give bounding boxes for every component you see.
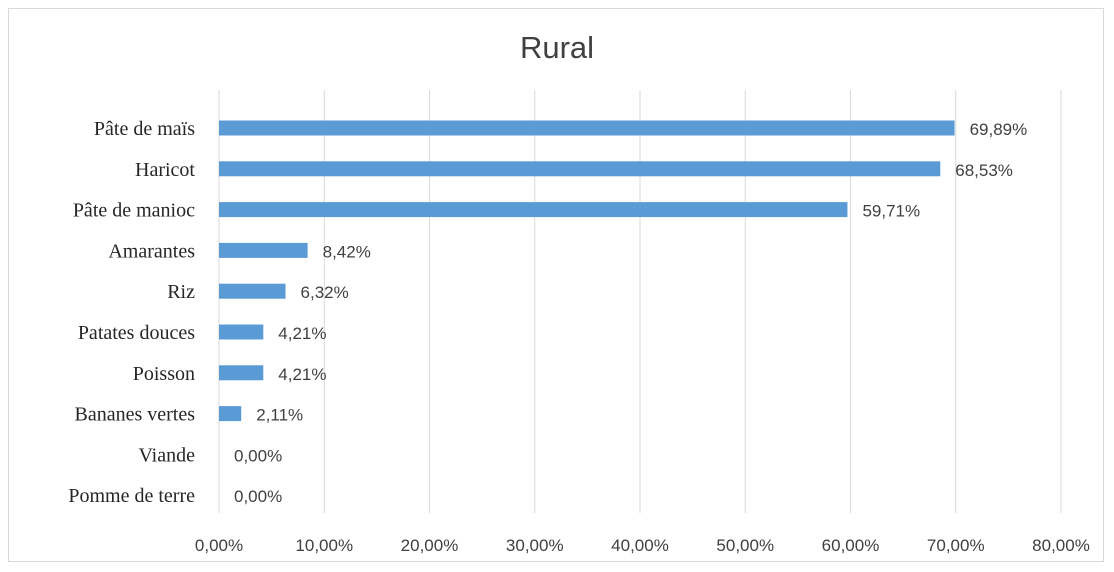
value-label: 6,32% [301, 283, 349, 302]
category-label: Pomme de terre [68, 485, 195, 507]
value-label: 4,21% [278, 365, 326, 384]
bar [219, 324, 264, 340]
x-tick-label: 10,00% [295, 536, 353, 555]
bar [219, 242, 308, 258]
value-label: 8,42% [323, 242, 371, 261]
x-tick-label: 20,00% [401, 536, 459, 555]
bar [219, 202, 848, 218]
category-label: Riz [167, 281, 195, 303]
x-axis-tick-labels: 0,00% 10,00% 20,00% 30,00% 40,00% 50,00% 60,00… [195, 536, 1090, 555]
x-tick-label: 40,00% [611, 536, 669, 555]
x-tick-label: 30,00% [506, 536, 564, 555]
category-labels: Pâte de maïs Haricot Pâte de manioc Amarant… [68, 118, 195, 507]
value-label: 4,21% [278, 324, 326, 343]
chart-frame [8, 8, 1104, 562]
gridlines [218, 90, 1062, 513]
bar [219, 365, 264, 381]
bars [219, 120, 955, 422]
category-label: Pâte de manioc [73, 200, 195, 222]
category-label: Haricot [135, 159, 195, 181]
category-label: Amarantes [108, 240, 195, 262]
x-tick-label: 70,00% [927, 536, 985, 555]
x-tick-label: 60,00% [822, 536, 880, 555]
value-label: 0,00% [234, 446, 282, 465]
bar [219, 120, 955, 136]
value-label: 59,71% [862, 202, 920, 221]
value-label: 68,53% [955, 161, 1013, 180]
category-label: Patates douces [78, 322, 195, 344]
value-labels: 69,89% 68,53% 59,71% 8,42% 6,32% 4,21% 4,21% 2,… [234, 120, 1027, 506]
x-tick-label: 80,00% [1032, 536, 1090, 555]
bar [219, 283, 286, 299]
value-label: 69,89% [970, 120, 1028, 139]
category-label: Bananes vertes [74, 404, 195, 426]
value-label: 0,00% [234, 487, 282, 506]
x-tick-label: 50,00% [716, 536, 774, 555]
category-label: Pâte de maïs [94, 118, 195, 140]
x-tick-label: 0,00% [195, 536, 243, 555]
value-label: 2,11% [256, 406, 303, 425]
category-label: Poisson [133, 363, 195, 385]
chart-title: Rural [519, 30, 595, 65]
bar [219, 406, 242, 422]
category-label: Viande [138, 444, 195, 466]
bar [219, 161, 941, 177]
